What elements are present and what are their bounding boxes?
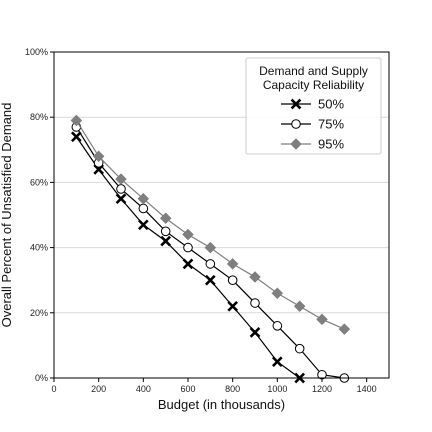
- data-point: [183, 242, 193, 253]
- y-tick-label: 100%: [25, 47, 48, 57]
- plot-frame: [53, 51, 390, 379]
- data-point: [159, 212, 172, 225]
- data-point: [204, 241, 217, 254]
- y-tick-label: 40%: [30, 243, 48, 253]
- axis-ticks: 0% 20% 40% 60% 80% 100% 0 200 400 600 800 1000 1200 1…: [25, 47, 377, 394]
- legend-entries: 50% 75% 95%: [281, 97, 344, 152]
- x-tick-label: 200: [91, 384, 106, 394]
- data-point: [92, 150, 105, 163]
- y-tick-label: 0%: [35, 373, 48, 383]
- x-tick-label: 1000: [267, 384, 287, 394]
- data-point: [294, 343, 305, 354]
- data-point: [160, 226, 171, 237]
- data-point: [293, 300, 306, 313]
- data-point: [272, 321, 283, 331]
- data-point: [227, 275, 238, 286]
- legend-label: 95%: [318, 137, 344, 152]
- x-marker-stroke: [204, 274, 216, 286]
- data-point: [160, 235, 172, 247]
- legend-entry: 75%: [281, 117, 344, 132]
- legend-entry: 95%: [281, 137, 344, 152]
- legend-title-line-2: Capacity Reliability: [263, 78, 364, 92]
- legend-label: 50%: [318, 97, 344, 112]
- data-point: [250, 298, 260, 308]
- data-point: [137, 219, 149, 231]
- y-axis-title: Overall Percent of Unsatisfied Demand: [0, 103, 14, 328]
- data-point: [205, 259, 216, 269]
- series-diamond: [70, 114, 351, 335]
- legend: Demand and Supply Capacity Reliability 5…: [245, 57, 382, 155]
- data-point: [70, 114, 83, 127]
- data-point: [316, 313, 328, 326]
- x-marker-stroke: [249, 327, 261, 338]
- x-marker-stroke: [160, 235, 172, 247]
- y-tick-label: 20%: [30, 308, 48, 318]
- x-axis-title: Budget (in thousands): [158, 397, 285, 412]
- x-marker-stroke: [137, 219, 149, 231]
- data-point: [338, 323, 351, 335]
- data-point: [271, 287, 284, 300]
- data-point: [182, 228, 194, 241]
- series-layer: [70, 114, 351, 384]
- y-tick-label: 80%: [30, 112, 48, 122]
- data-point: [227, 300, 239, 312]
- legend-label: 75%: [318, 117, 344, 132]
- legend-title-line-1: Demand and Supply: [259, 64, 368, 78]
- legend-entry: 50%: [281, 97, 344, 112]
- x-marker-stroke: [271, 356, 283, 368]
- data-point: [116, 184, 126, 194]
- x-marker-stroke: [290, 98, 302, 110]
- x-marker-stroke: [182, 258, 194, 270]
- series-x: [70, 131, 306, 384]
- series-line: [75, 136, 301, 379]
- data-point: [249, 271, 261, 283]
- x-marker-stroke: [115, 193, 127, 205]
- data-point: [115, 173, 127, 185]
- x-tick-label: 1200: [312, 384, 332, 394]
- data-point: [137, 192, 150, 205]
- legend-marker: [291, 119, 301, 129]
- data-point: [226, 258, 239, 270]
- data-point: [138, 203, 149, 214]
- x-tick-label: 800: [225, 384, 240, 394]
- legend-box: [245, 57, 382, 155]
- x-tick-label: 0: [51, 384, 56, 394]
- legend-marker: [290, 98, 302, 110]
- data-point: [115, 193, 127, 205]
- data-point: [271, 356, 283, 368]
- x-marker-stroke: [70, 131, 82, 143]
- legend-marker: [290, 138, 302, 150]
- x-tick-label: 400: [136, 384, 151, 394]
- data-point: [182, 258, 194, 270]
- data-point: [70, 131, 82, 143]
- x-tick-label: 1400: [357, 384, 377, 394]
- data-point: [249, 327, 261, 338]
- data-point: [204, 274, 216, 286]
- y-tick-label: 60%: [30, 177, 48, 187]
- series-circle: [71, 122, 350, 383]
- x-marker-stroke: [227, 300, 239, 312]
- x-tick-label: 600: [180, 384, 195, 394]
